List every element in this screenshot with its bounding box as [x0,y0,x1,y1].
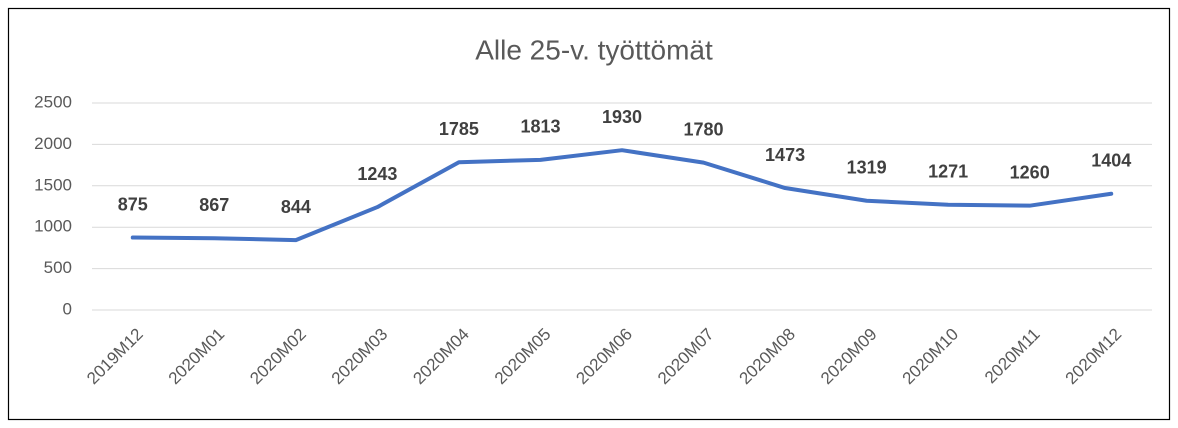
data-label: 1473 [765,145,805,165]
chart-title: Alle 25-v. työttömät [475,34,713,65]
data-label: 1930 [602,107,642,127]
data-label: 1319 [847,158,887,178]
data-label: 1780 [684,119,724,139]
data-label: 867 [199,195,229,215]
data-label: 1785 [439,119,479,139]
data-label: 1404 [1091,150,1131,170]
data-label: 875 [118,194,148,214]
data-label: 1813 [520,117,560,137]
y-tick-label: 2000 [34,134,72,153]
y-tick-label: 2500 [34,92,72,111]
data-label: 1260 [1010,162,1050,182]
y-tick-label: 0 [63,299,72,318]
data-label: 844 [281,197,311,217]
y-tick-label: 1000 [34,217,72,236]
y-tick-label: 1500 [34,175,72,194]
data-label: 1243 [357,164,397,184]
data-line [130,148,1114,243]
chart-frame [7,7,1171,421]
y-tick-label: 500 [44,258,72,277]
data-label: 1271 [928,162,968,182]
